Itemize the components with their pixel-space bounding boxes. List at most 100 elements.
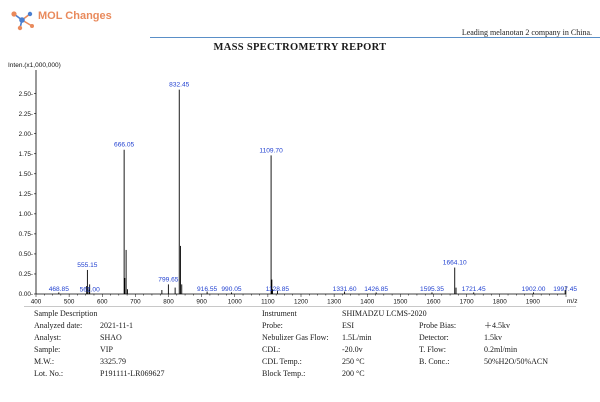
instrument-key: T. Flow: [419,345,446,355]
x-tick-label: 1400 [360,299,375,306]
sample-row: Sample: VIP [34,344,234,356]
peak-labels: 468.85 555.15 562.00 666.05 799.65 832.45 916.… [49,82,578,294]
y-tick-label: 2.00- [19,131,33,138]
header-divider [150,37,600,38]
instrument-key: B. Conc.: [419,357,450,367]
peak-label: 1128.85 [266,286,290,293]
peak-label: 562.00 [80,286,101,293]
report-header: MOL Changes Leading melanotan 2 company … [0,0,600,40]
instrument-value: ＋4.5kv [484,321,510,331]
sample-value: VIP [100,345,113,355]
spectrum-peaks [58,89,566,294]
instrument-value: 50%H2O/50%ACN [484,357,548,367]
instrument-heading: Instrument [262,309,297,318]
peak-label: 468.85 [49,286,70,293]
instrument-row: CDL: -20.0v T. Flow: 0.2ml/min [262,344,582,356]
instrument-row: CDL Temp.: 250 °C B. Conc.: 50%H2O/50%ACN [262,356,582,368]
y-axis-label: Inten.(x1,000,000) [8,62,61,69]
peak-label: 1426.85 [364,286,388,293]
peak-label: 1664.10 [443,260,467,267]
instrument-row: Nebulizer Gas Flow: 1.5L/min Detector: 1.5k… [262,332,582,344]
instrument-value: -20.0v [342,345,363,355]
x-tick-label: 1700 [460,299,475,306]
x-tick-label: 1000 [228,299,243,306]
sample-key: M.W.: [34,357,55,367]
info-divider [24,306,576,307]
molecule-logo-icon [11,11,34,31]
peak-label: 799.65 [158,276,179,283]
x-tick-label: 1100 [261,299,275,306]
peak-label: 1902.00 [522,286,546,293]
instrument-row: Probe: ESI Probe Bias: ＋4.5kv [262,320,582,332]
sample-row: M.W.: 3325.79 [34,356,234,368]
sample-key: Sample: [34,345,61,355]
instrument-value: 0.2ml/min [484,345,518,355]
y-tick-label: 1.25- [19,191,33,198]
x-tick-label: 1900 [526,299,541,306]
x-tick-label: 400 [31,299,42,306]
instrument-key: CDL: [262,345,281,355]
x-tick-label: 600 [97,299,108,306]
peak-label: 1997.45 [553,286,577,293]
x-tick-label: 1300 [327,299,342,306]
chart-ticks: 0.00- 0.25- 0.50- 0.75- 1.00- 1.25- 1.50- 1.75-… [19,91,567,306]
peak-label: 1331.60 [333,286,357,293]
instrument-key: Probe: [262,321,283,331]
peak-label: 666.05 [114,142,135,149]
instrument-key: Probe Bias: [419,321,457,331]
instrument-key: Block Temp.: [262,369,306,379]
company-tagline: Leading melanotan 2 company in China. [461,28,592,37]
mass-spectrum-chart: Inten.(x1,000,000) m/z 0.00- 0.25- 0.50- 0.7… [8,62,578,306]
logo-text: MOL Changes [38,10,112,22]
x-tick-label: 800 [163,299,174,306]
sample-row: Analyzed date: 2021-11-1 [34,320,234,332]
sample-value: 2021-11-1 [100,321,134,331]
instrument-value: 1.5L/min [342,333,372,343]
instrument-key: Nebulizer Gas Flow: [262,333,329,343]
peak-label: 1595.35 [420,286,444,293]
sample-key: Analyzed date: [34,321,83,331]
peak-label: 990.05 [221,286,242,293]
instrument-key: CDL Temp.: [262,357,302,367]
x-tick-label: 700 [130,299,141,306]
instrument-info: Instrument SHIMADZU LCMS-2020 Probe: ESI Pr… [262,308,582,381]
peak-label: 1721.45 [462,286,486,293]
y-tick-label: 1.50- [19,171,33,178]
instrument-value: 250 °C [342,357,365,367]
instrument-key: Detector: [419,333,449,343]
x-tick-label: 1200 [294,299,309,306]
sample-key: Analyst: [34,333,62,343]
y-tick-label: 1.75- [19,151,33,158]
y-tick-label: 2.25- [19,111,33,118]
y-tick-label: 0.75- [19,231,33,238]
peak-label: 916.55 [197,286,218,293]
x-tick-label: 900 [196,299,207,306]
instrument-value: ESI [342,321,354,331]
y-tick-label: 0.25- [19,271,33,278]
instrument-row: Block Temp.: 200 °C [262,368,582,380]
instrument-value: 200 °C [342,369,365,379]
sample-description: Sample Description Analyzed date: 2021-11… [34,308,234,381]
x-axis-label: m/z [567,298,577,305]
peak-label: 832.45 [169,82,190,89]
x-tick-label: 1800 [493,299,508,306]
report-title: MASS SPECTROMETRY REPORT [213,42,387,53]
sample-row: Analyst: SHAO [34,332,234,344]
sample-row: Lot. No.: P191111-LR069627 [34,368,234,380]
sample-heading: Sample Description [34,309,98,318]
sample-value: SHAO [100,333,122,343]
x-tick-label: 1500 [393,299,408,306]
sample-value: 3325.79 [100,357,126,367]
sample-key: Lot. No.: [34,369,64,379]
y-tick-label: 2.50- [19,91,33,98]
x-tick-label: 1600 [426,299,441,306]
y-tick-label: 1.00- [19,211,33,218]
sample-value: P191111-LR069627 [100,369,165,379]
instrument-value: 1.5kv [484,333,502,343]
peak-label: 1109.70 [259,147,283,154]
y-tick-label: 0.00- [19,291,33,298]
x-tick-label: 500 [64,299,75,306]
y-tick-label: 0.50- [19,251,33,258]
peak-label: 555.15 [77,262,98,269]
instrument-model: SHIMADZU LCMS-2020 [342,309,427,318]
